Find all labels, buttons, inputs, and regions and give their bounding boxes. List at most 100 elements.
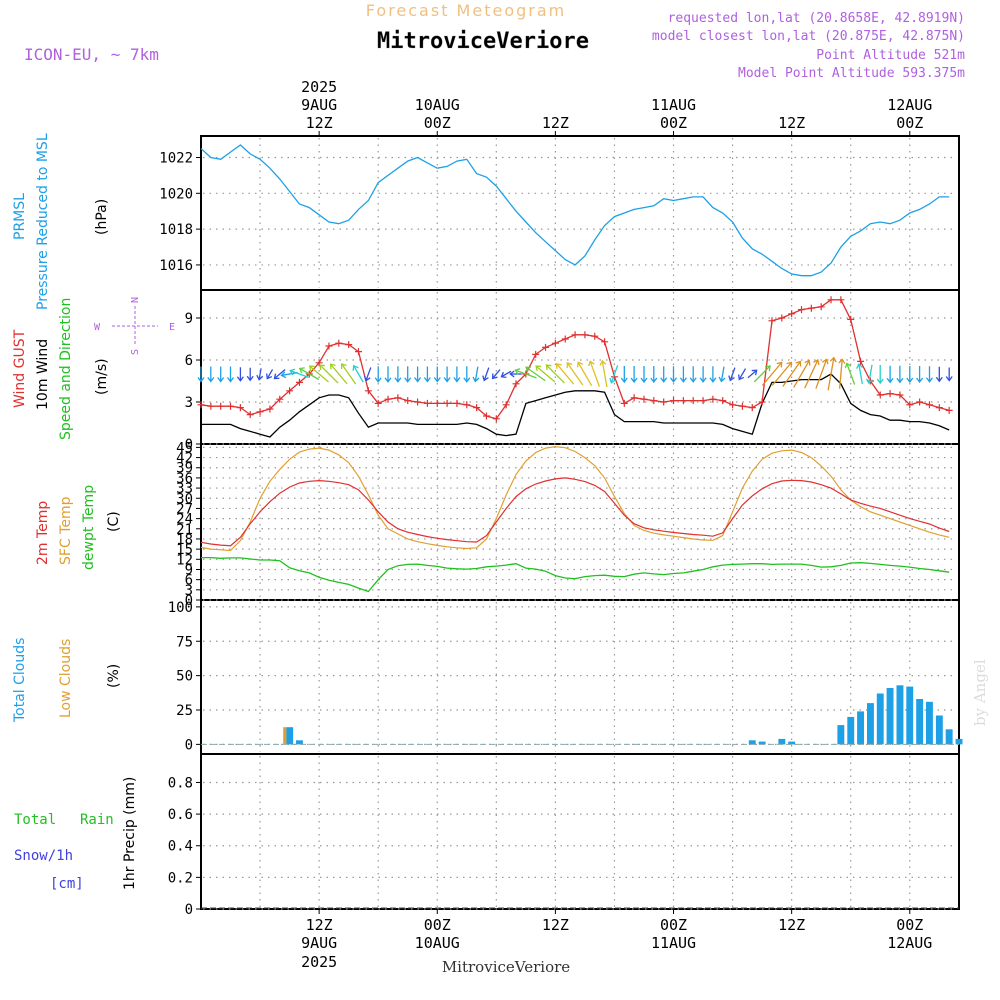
wind-arrow-icon xyxy=(443,366,451,383)
wind-arrow-head xyxy=(620,377,628,384)
gust-marker xyxy=(295,378,303,386)
wind-arrow-shaft xyxy=(319,364,339,384)
wind-arrow-icon xyxy=(273,369,286,380)
compass-icon: N S W E xyxy=(94,297,175,355)
gust-marker xyxy=(758,398,766,406)
dewpt-line xyxy=(201,556,950,593)
wind-arrow-icon xyxy=(566,362,584,386)
precip-labels: Total Rain Snow/1h [cm] 1hr Precip (mm) xyxy=(14,777,138,892)
wind-arrow-icon xyxy=(865,364,873,385)
wind-arrow-icon xyxy=(197,366,205,383)
total-cloud-bar xyxy=(296,740,303,745)
panel-frame xyxy=(200,599,960,755)
wind-arrow-icon xyxy=(319,364,339,384)
wind-arrow-head xyxy=(699,377,707,383)
y-tick-label: 3 xyxy=(185,395,193,411)
wind-arrow-head xyxy=(795,360,802,367)
y-tick-label: 12 xyxy=(176,552,193,568)
bottom-time-label: 11AUG xyxy=(651,934,696,952)
wind-arrow-head xyxy=(669,377,678,383)
wind-arrow-head xyxy=(916,377,924,384)
y-tick-label: 9 xyxy=(185,311,193,327)
wind-arrow-head xyxy=(599,359,607,366)
wind-arrow-head xyxy=(236,376,244,382)
clouds-unit: (%) xyxy=(106,664,122,688)
wind-arrow-head xyxy=(829,356,837,363)
wind-arrow-icon xyxy=(423,366,431,383)
wind-arrow-shaft xyxy=(720,366,725,382)
wind-arrow-icon xyxy=(414,366,422,383)
wind-arrow-head xyxy=(453,377,461,383)
gust-marker xyxy=(916,398,924,406)
top-time-label: 12Z xyxy=(778,114,805,132)
wind-arrow-icon xyxy=(925,366,934,383)
gust-marker xyxy=(827,296,835,304)
wind-arrow-icon xyxy=(886,365,894,384)
wind-arrow-shaft xyxy=(492,369,501,379)
gust-marker xyxy=(807,304,815,312)
gust-marker xyxy=(699,397,707,405)
gust-marker xyxy=(266,405,274,413)
y-tick-label: 36 xyxy=(176,471,193,487)
wind-arrow-shaft xyxy=(838,359,843,389)
gust-marker xyxy=(788,310,796,318)
wind-arrow-shaft xyxy=(738,368,747,380)
gust-marker xyxy=(896,391,904,399)
bottom-time-label: 12Z xyxy=(542,916,569,934)
precip-unit: 1hr Precip (mm) xyxy=(122,777,138,890)
wind-arrow-head xyxy=(266,373,273,380)
wind-arrow-shaft xyxy=(501,370,512,378)
wind-arrow-icon xyxy=(289,368,309,378)
total-cloud-bar xyxy=(876,693,884,745)
wind-arrow-icon xyxy=(266,369,274,380)
wind-arrow-head xyxy=(838,358,846,364)
wind-arrow-head xyxy=(404,377,412,383)
wind-arrow-icon xyxy=(728,367,736,382)
bottom-time-label: 00Z xyxy=(896,916,923,934)
gust-marker xyxy=(906,401,914,409)
y-tick-label: 1018 xyxy=(159,222,193,238)
wind-arrow-shaft xyxy=(290,370,309,378)
wind-10m-label: 10m Wind xyxy=(35,339,51,410)
bottom-time-label: 00Z xyxy=(424,916,451,934)
wind-arrow-icon xyxy=(535,365,556,383)
panel-frame xyxy=(200,135,960,291)
wind-arrow-head xyxy=(246,375,254,382)
wind-arrow-icon xyxy=(856,363,863,384)
gust-marker xyxy=(591,332,599,340)
wind-arrow-head xyxy=(566,362,573,368)
wind-arrow-icon xyxy=(945,367,953,382)
y-tick-label: 0 xyxy=(185,593,193,609)
wind-arrow-head xyxy=(886,377,894,384)
gust-marker xyxy=(817,303,825,311)
y-tick-label: 45 xyxy=(176,440,193,456)
total-cloud-bar xyxy=(778,738,786,745)
wind-arrow-head xyxy=(576,361,584,368)
closest-coords: model closest lon,lat (20.875E, 42.875N) xyxy=(652,29,965,44)
wind-arrow-shaft xyxy=(566,362,584,386)
wind-arrow-shaft xyxy=(868,364,873,384)
wind-arrow-icon xyxy=(906,366,914,384)
wind-arrow-shaft xyxy=(589,361,601,387)
gust-marker xyxy=(364,387,372,395)
wind-arrow-shaft xyxy=(804,359,819,389)
top-time-label: 00Z xyxy=(660,114,687,132)
wind-arrow-icon xyxy=(576,361,593,387)
y-tick-label: 1022 xyxy=(159,150,193,166)
wind-arrow-icon xyxy=(838,358,846,389)
y-tick-label: 0 xyxy=(185,737,193,753)
wind-arrow-icon xyxy=(620,366,628,384)
temp-labels: 2m Temp SFC Temp dewpt Temp (C) xyxy=(35,485,122,570)
wind-arrow-head xyxy=(906,377,914,384)
wind-arrow-icon xyxy=(491,369,501,380)
gust-marker xyxy=(581,331,589,339)
wind-arrow-head xyxy=(821,358,829,365)
y-tick-label: 42 xyxy=(176,451,193,467)
wind-arrow-head xyxy=(280,371,287,379)
wind-arrow-icon xyxy=(599,359,608,388)
gust-marker xyxy=(384,395,392,403)
wind-arrow-head xyxy=(786,361,793,368)
bottom-time-label: 2025 xyxy=(301,953,337,971)
gust-marker xyxy=(207,402,215,410)
gust-marker xyxy=(660,398,668,406)
